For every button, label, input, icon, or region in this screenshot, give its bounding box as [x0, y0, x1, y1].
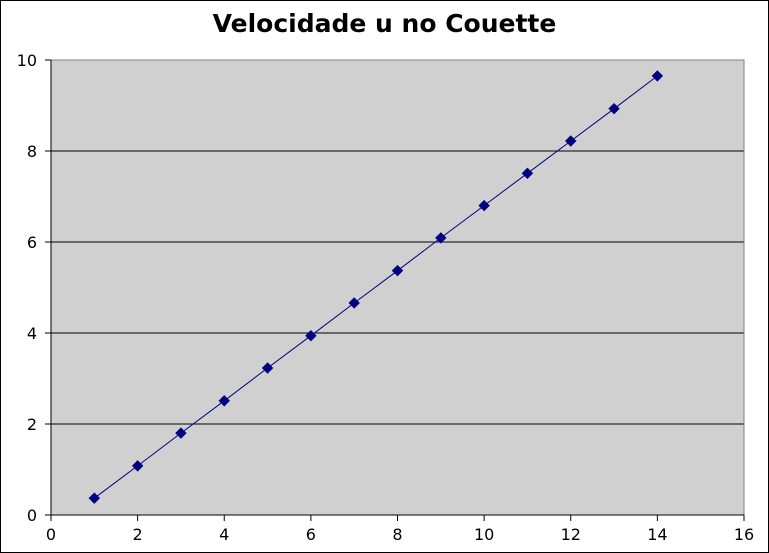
y-tick-label-1: 2	[27, 415, 37, 434]
y-tick-label-0: 0	[27, 506, 37, 525]
data-point-0-11	[565, 135, 577, 147]
x-tick-label-2: 4	[219, 525, 229, 544]
plot-area	[51, 60, 744, 515]
data-point-0-13	[651, 70, 664, 82]
x-tick-label-6: 12	[561, 525, 581, 544]
data-point-0-12	[608, 102, 620, 115]
data-point-0-7	[391, 264, 404, 277]
data-point-0-2	[175, 427, 187, 439]
y-tick-label-5: 10	[17, 51, 37, 70]
y-tick-label-2: 4	[27, 324, 37, 343]
data-point-0-3	[218, 395, 230, 407]
x-tick-label-4: 8	[392, 525, 402, 544]
x-tick-label-1: 2	[133, 525, 143, 544]
chart-title: Velocidade u no Couette	[212, 9, 557, 38]
x-tick-label-0: 0	[46, 525, 56, 544]
data-point-0-1	[131, 460, 144, 472]
x-tick-label-8: 16	[734, 525, 754, 544]
data-point-0-0	[88, 492, 101, 504]
x-tick-label-3: 6	[306, 525, 316, 544]
x-tick-label-5: 10	[474, 525, 494, 544]
data-point-0-9	[478, 199, 490, 212]
data-point-0-4	[261, 362, 274, 374]
x-tick-label-7: 14	[647, 525, 667, 544]
data-point-0-5	[305, 330, 317, 342]
y-tick-label-4: 8	[27, 142, 37, 161]
y-tick-label-3: 6	[27, 233, 37, 252]
data-point-0-10	[521, 167, 534, 180]
series-line-0	[94, 75, 658, 499]
data-point-0-8	[435, 232, 447, 244]
data-point-0-6	[348, 297, 360, 309]
